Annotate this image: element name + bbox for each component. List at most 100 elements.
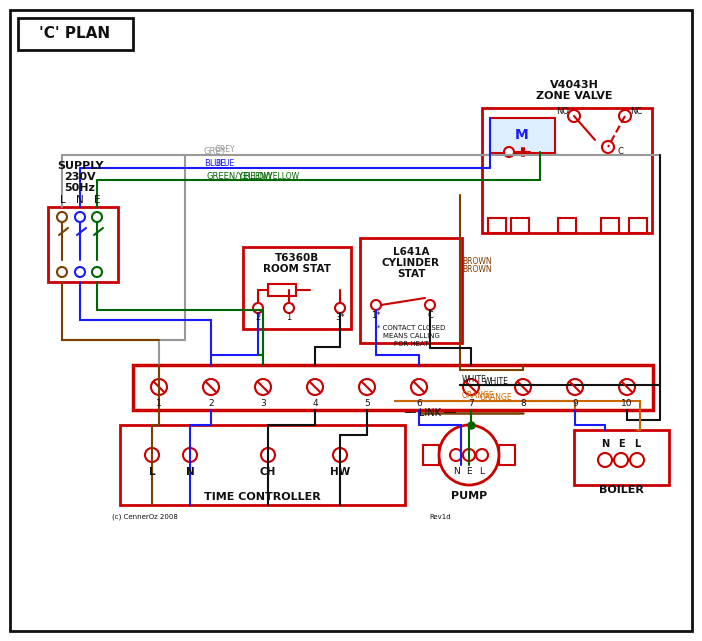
Circle shape xyxy=(359,379,375,395)
Circle shape xyxy=(515,379,531,395)
Circle shape xyxy=(335,303,345,313)
Bar xyxy=(629,218,647,233)
Text: 1*: 1* xyxy=(371,312,380,320)
Circle shape xyxy=(203,379,219,395)
Text: 6: 6 xyxy=(416,399,422,408)
Text: ROOM STAT: ROOM STAT xyxy=(263,264,331,274)
Circle shape xyxy=(57,267,67,277)
Bar xyxy=(133,365,653,410)
Circle shape xyxy=(151,379,167,395)
Text: 2: 2 xyxy=(208,399,214,408)
Bar xyxy=(360,238,462,343)
Circle shape xyxy=(307,379,323,395)
Circle shape xyxy=(463,379,479,395)
Text: E: E xyxy=(94,195,100,205)
Circle shape xyxy=(284,303,294,313)
Bar xyxy=(268,284,296,296)
Text: CYLINDER: CYLINDER xyxy=(382,258,440,268)
Text: N: N xyxy=(453,467,459,476)
Bar xyxy=(511,218,529,233)
Circle shape xyxy=(476,449,488,461)
Bar xyxy=(601,218,619,233)
Text: NC: NC xyxy=(630,106,642,115)
Bar xyxy=(48,207,118,282)
Text: SUPPLY: SUPPLY xyxy=(57,161,103,171)
Text: V4043H: V4043H xyxy=(550,80,598,90)
Bar xyxy=(482,108,652,233)
Text: WHITE: WHITE xyxy=(484,376,508,385)
Bar xyxy=(120,425,405,505)
Text: GREY: GREY xyxy=(204,147,226,156)
Circle shape xyxy=(439,425,499,485)
Text: 5: 5 xyxy=(364,399,370,408)
Text: (c) CennerOz 2008: (c) CennerOz 2008 xyxy=(112,513,178,520)
Bar xyxy=(490,118,555,153)
Text: FOR HEAT: FOR HEAT xyxy=(394,341,428,347)
Text: BOILER: BOILER xyxy=(599,485,644,495)
Bar xyxy=(574,430,669,485)
Text: BLUE: BLUE xyxy=(215,158,234,167)
Text: BLUE: BLUE xyxy=(204,160,226,169)
Text: CH: CH xyxy=(260,467,276,477)
Circle shape xyxy=(92,212,102,222)
Circle shape xyxy=(411,379,427,395)
Circle shape xyxy=(145,448,159,462)
Text: T6360B: T6360B xyxy=(275,253,319,263)
Text: C: C xyxy=(617,147,623,156)
Bar xyxy=(558,218,576,233)
Text: ZONE VALVE: ZONE VALVE xyxy=(536,91,612,101)
Bar xyxy=(488,218,506,233)
Text: 230V: 230V xyxy=(64,172,95,182)
Circle shape xyxy=(504,147,514,157)
Circle shape xyxy=(602,141,614,153)
Text: 1: 1 xyxy=(286,313,291,322)
Text: 'C' PLAN: 'C' PLAN xyxy=(39,26,110,42)
Circle shape xyxy=(255,379,271,395)
Circle shape xyxy=(261,448,275,462)
Text: C: C xyxy=(427,312,433,320)
Circle shape xyxy=(619,110,631,122)
Text: 10: 10 xyxy=(621,399,633,408)
Text: MEANS CALLING: MEANS CALLING xyxy=(383,333,439,339)
Text: GREY: GREY xyxy=(215,146,236,154)
Circle shape xyxy=(425,300,435,310)
Circle shape xyxy=(598,453,612,467)
Text: 50Hz: 50Hz xyxy=(65,183,95,193)
Text: L: L xyxy=(634,439,640,449)
Text: L641A: L641A xyxy=(392,247,429,257)
Text: HW: HW xyxy=(330,467,350,477)
Text: N: N xyxy=(185,467,194,477)
Text: E: E xyxy=(466,467,472,476)
Text: ── LINK ──: ── LINK ── xyxy=(404,408,456,418)
Text: E: E xyxy=(618,439,624,449)
Text: L: L xyxy=(60,195,66,205)
Circle shape xyxy=(253,303,263,313)
Text: 1: 1 xyxy=(156,399,162,408)
Circle shape xyxy=(630,453,644,467)
Bar xyxy=(18,18,133,50)
Text: L: L xyxy=(149,467,155,477)
Circle shape xyxy=(619,379,635,395)
Text: 2: 2 xyxy=(256,313,260,322)
Circle shape xyxy=(92,267,102,277)
Text: M: M xyxy=(515,128,529,142)
Text: BROWN: BROWN xyxy=(462,265,491,274)
Text: STAT: STAT xyxy=(397,269,425,279)
Circle shape xyxy=(57,212,67,222)
Circle shape xyxy=(333,448,347,462)
Text: ORANGE: ORANGE xyxy=(462,392,495,401)
Text: 3: 3 xyxy=(260,399,266,408)
Text: N: N xyxy=(76,195,84,205)
Bar xyxy=(499,445,515,465)
Text: Rev1d: Rev1d xyxy=(429,514,451,520)
Text: 7: 7 xyxy=(468,399,474,408)
Circle shape xyxy=(614,453,628,467)
Text: TIME CONTROLLER: TIME CONTROLLER xyxy=(204,492,320,502)
Bar xyxy=(243,247,351,329)
Text: N: N xyxy=(601,439,609,449)
Circle shape xyxy=(75,267,85,277)
Circle shape xyxy=(568,110,580,122)
Circle shape xyxy=(183,448,197,462)
Text: 3*: 3* xyxy=(335,313,345,322)
Circle shape xyxy=(75,212,85,222)
